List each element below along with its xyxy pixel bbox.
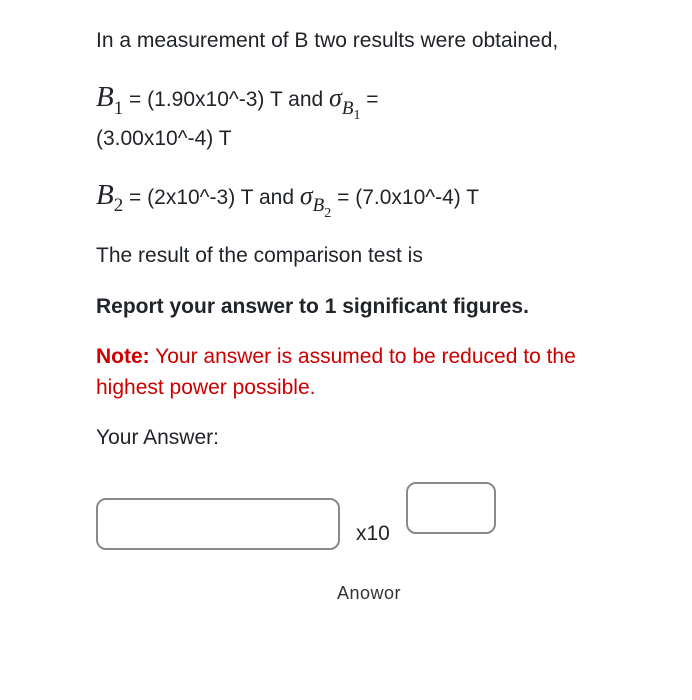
exponent-wrap — [406, 482, 496, 534]
eq2-val-a: (2x10^-3) T — [147, 186, 253, 209]
note-label: Note: — [96, 345, 150, 368]
var-B2: B — [96, 179, 114, 211]
question-body: In a measurement of B two results were o… — [0, 0, 692, 606]
answer-row: x10 — [96, 482, 642, 566]
eq1-eqb: = — [360, 88, 378, 111]
note-body: Your answer is assumed to be reduced to … — [96, 345, 576, 398]
your-answer-label: Your Answer: — [96, 423, 642, 453]
equation-2: B2 = (2x10^-3) T and σB2 = (7.0x10^-4) T — [96, 174, 642, 221]
sigma-sub-B2: B2 — [313, 195, 332, 216]
var-B1: B — [96, 81, 114, 113]
sigsub-main-2: B — [313, 195, 325, 216]
note-text: Note: Your answer is assumed to be reduc… — [96, 342, 642, 403]
eq2-eqb: = — [331, 186, 355, 209]
sigma-B1: σ — [329, 83, 342, 112]
report-instruction: Report your answer to 1 significant figu… — [96, 292, 642, 322]
sigsub-num-1: 1 — [353, 108, 360, 123]
mantissa-wrap: x10 — [96, 498, 390, 550]
intro-text: In a measurement of B two results were o… — [96, 26, 642, 56]
mantissa-input[interactable] — [96, 498, 340, 550]
eq1-val-a: (1.90x10^-3) T — [147, 88, 282, 111]
comparison-text: The result of the comparison test is — [96, 241, 642, 271]
sigsub-main-1: B — [342, 98, 354, 119]
sigsub-num-2: 2 — [324, 206, 331, 221]
cutoff-text: Anowor — [96, 580, 642, 606]
eq1-eqa: = — [123, 88, 147, 111]
eq1-and: and — [282, 88, 329, 111]
eq1-val-b: (3.00x10^-4) T — [96, 127, 232, 150]
equation-1: B1 = (1.90x10^-3) T and σB1 = (3.00x10^-… — [96, 76, 642, 154]
subscript-2: 2 — [114, 195, 124, 216]
times-ten-label: x10 — [356, 519, 390, 549]
eq2-val-b: (7.0x10^-4) T — [355, 186, 479, 209]
subscript-1: 1 — [114, 98, 124, 119]
sigma-sub-B1: B1 — [342, 98, 361, 119]
exponent-input[interactable] — [406, 482, 496, 534]
eq2-and: and — [253, 186, 300, 209]
sigma-B2: σ — [300, 181, 313, 210]
eq2-eqa: = — [123, 186, 147, 209]
